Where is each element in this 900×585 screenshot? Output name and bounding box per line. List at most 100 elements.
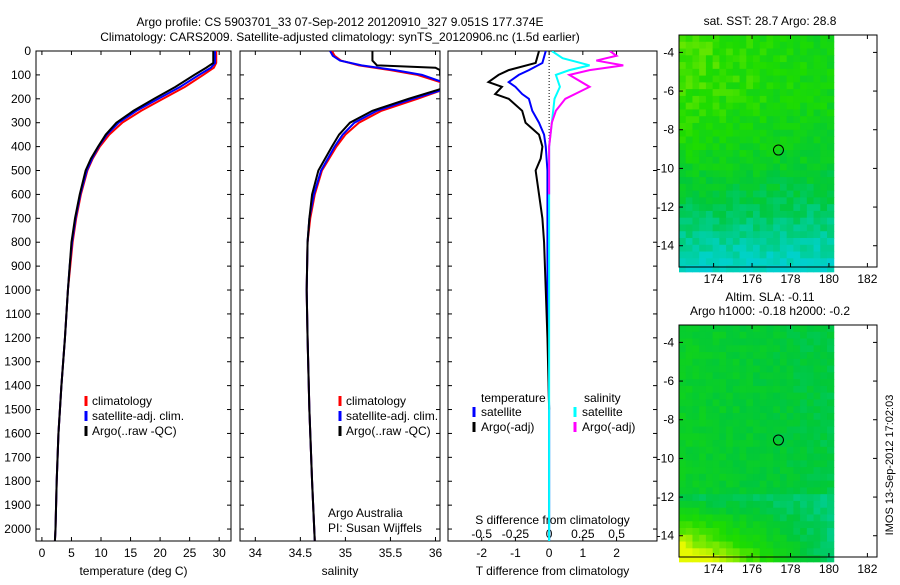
map-cell (773, 265, 781, 273)
map-cell (779, 338, 788, 346)
map-cell (719, 331, 727, 340)
map-cell (685, 406, 693, 414)
map-cell (806, 35, 815, 43)
s-tick-label: 0.5 (608, 527, 625, 541)
map-cell (699, 82, 707, 90)
map-cell (692, 210, 700, 219)
map-cell (739, 35, 747, 43)
map-cell (719, 210, 727, 219)
map-cell (746, 89, 754, 97)
map-cell (806, 122, 815, 131)
map-cell (786, 392, 794, 400)
map-cell (699, 136, 707, 144)
map-cell (726, 507, 734, 515)
map-cell (820, 426, 828, 434)
map-cell (753, 392, 761, 400)
map-cell (726, 231, 734, 239)
map-cell (806, 534, 815, 543)
map-cell (786, 555, 794, 563)
map-cell (766, 217, 774, 225)
map-cell (726, 109, 734, 117)
map-cell (679, 217, 687, 225)
map-cell (800, 548, 808, 556)
map-cell (746, 48, 754, 56)
map-cell (753, 385, 761, 394)
map-cell (827, 399, 835, 407)
map-cell (746, 224, 754, 232)
map-cell (773, 555, 781, 563)
map-cell (793, 385, 801, 394)
map-cell (705, 487, 714, 495)
map-cell (820, 385, 828, 394)
map-cell (685, 467, 693, 475)
map-cell (732, 507, 741, 515)
map-cell (779, 55, 788, 63)
map-cell (719, 528, 727, 536)
map-cell (793, 265, 801, 273)
map-cell (719, 136, 727, 144)
map-cell (679, 500, 687, 509)
map-cell (806, 163, 815, 171)
map-cell (685, 541, 693, 549)
map-cell (773, 440, 781, 448)
map-cell (705, 163, 714, 171)
map-cell (800, 68, 808, 77)
map-cell (813, 55, 821, 63)
map-cell (699, 352, 707, 360)
map-cell (726, 528, 734, 536)
map-cell (699, 480, 707, 488)
map-cell (779, 399, 788, 407)
map-cell (726, 358, 734, 367)
map-cell (726, 238, 734, 246)
legend-label: Argo(..raw -QC) (346, 424, 431, 438)
map-cell (746, 365, 754, 373)
map-cell (692, 102, 700, 110)
map-cell (685, 55, 693, 63)
map-cell (766, 467, 774, 475)
map-cell (732, 190, 741, 198)
map-cell (753, 150, 761, 158)
x-tick-label: 35.5 (379, 546, 403, 560)
map-cell (692, 204, 700, 212)
map-cell (692, 224, 700, 232)
map-cell (685, 102, 693, 110)
map-cell (806, 89, 815, 97)
map-cell (786, 446, 794, 455)
map-cell (766, 197, 774, 205)
map-cell (719, 494, 727, 502)
map-cell (753, 238, 761, 246)
map-cell (712, 433, 720, 441)
map-cell (719, 163, 727, 171)
map-cell (753, 521, 761, 529)
map-cell (699, 548, 707, 556)
map-cell (699, 210, 707, 219)
map-cell (827, 231, 835, 239)
map-cell (719, 385, 727, 394)
map-cell (793, 183, 801, 192)
map-cell (759, 143, 767, 151)
map-cell (806, 440, 815, 448)
map-cell (800, 453, 808, 461)
map-cell (712, 358, 720, 367)
map-cell (719, 467, 727, 475)
map-cell (786, 534, 794, 543)
salinity-series (305, 51, 440, 541)
series-line-climatology (53, 51, 218, 541)
map-cell (827, 453, 835, 461)
map-cell (692, 251, 700, 259)
map-cell (699, 365, 707, 373)
map-cell (726, 251, 734, 259)
y-tick-label: 300 (11, 116, 31, 130)
map-cell (766, 426, 774, 434)
map-cell (766, 251, 774, 259)
map-cell (800, 82, 808, 90)
y-tick-label: 1900 (4, 498, 31, 512)
map-cell (820, 480, 828, 488)
map-cell (786, 487, 794, 495)
map-cell (779, 89, 788, 97)
map-cell (699, 238, 707, 246)
map-cell (766, 238, 774, 246)
map-cell (705, 453, 714, 461)
map-cell (719, 217, 727, 225)
map-cell (766, 62, 774, 70)
